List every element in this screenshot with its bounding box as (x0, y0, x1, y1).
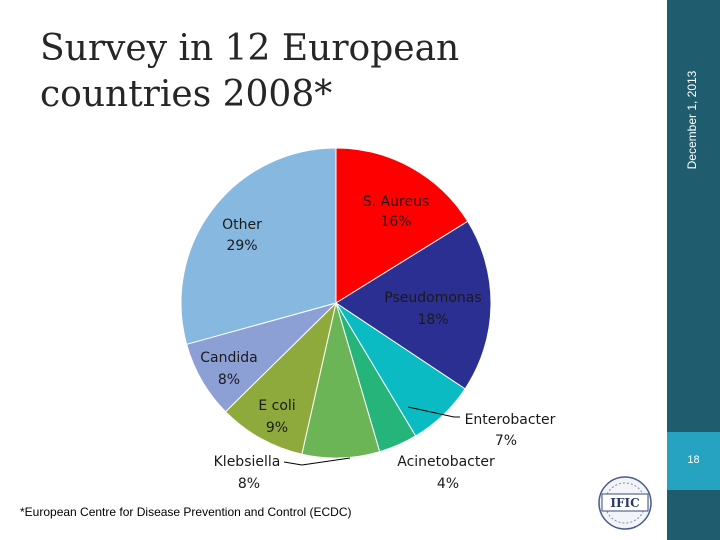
slice-other (180, 147, 337, 345)
label-klebsiella-pct: 8% (238, 476, 260, 492)
title-line-2: countries 2008* (40, 74, 333, 115)
leader-line-enterobacter (407, 406, 460, 418)
pie-chart: S. Aureus 16% Pseudomonas 18% Enterobact… (180, 147, 556, 492)
page-number: 18 (687, 454, 700, 466)
slice-e-coli (224, 301, 337, 455)
slide-date: December 1, 2013 (685, 70, 699, 170)
label-acinetobacter-pct: 4% (437, 476, 459, 492)
label-enterobacter-name: Enterobacter (465, 412, 556, 428)
leader-lines (283, 406, 460, 466)
label-s-aureus-pct: 16% (380, 214, 411, 230)
label-candida-pct: 8% (218, 372, 240, 388)
label-other-name: Other (222, 217, 262, 233)
footnote: *European Centre for Disease Prevention … (20, 505, 352, 519)
slice-pseudomonas (335, 220, 492, 390)
label-other-pct: 29% (226, 238, 257, 254)
slice-s-aureus (335, 147, 469, 304)
label-ecoli-pct: 9% (266, 420, 288, 436)
label-s-aureus-name: S. Aureus (363, 194, 429, 210)
slide-title: Survey in 12 European countries 2008* (40, 26, 600, 118)
label-pseudomonas-pct: 18% (417, 312, 448, 328)
label-ecoli-name: E coli (258, 398, 295, 414)
page-number-box: 18 (667, 432, 720, 490)
label-acinetobacter-name: Acinetobacter (397, 454, 495, 470)
label-candida-name: Candida (200, 350, 257, 366)
leader-line-klebsiella (283, 457, 351, 466)
ific-logo: IFIC (598, 476, 652, 530)
title-line-1: Survey in 12 European (40, 28, 460, 69)
label-pseudomonas-name: Pseudomonas (384, 290, 481, 306)
label-enterobacter-pct: 7% (495, 433, 517, 449)
label-klebsiella-name: Klebsiella (214, 454, 281, 470)
data-labels: S. Aureus 16% Pseudomonas 18% Enterobact… (200, 194, 555, 492)
logo-text: IFIC (610, 496, 639, 510)
slices-layer (180, 147, 492, 459)
